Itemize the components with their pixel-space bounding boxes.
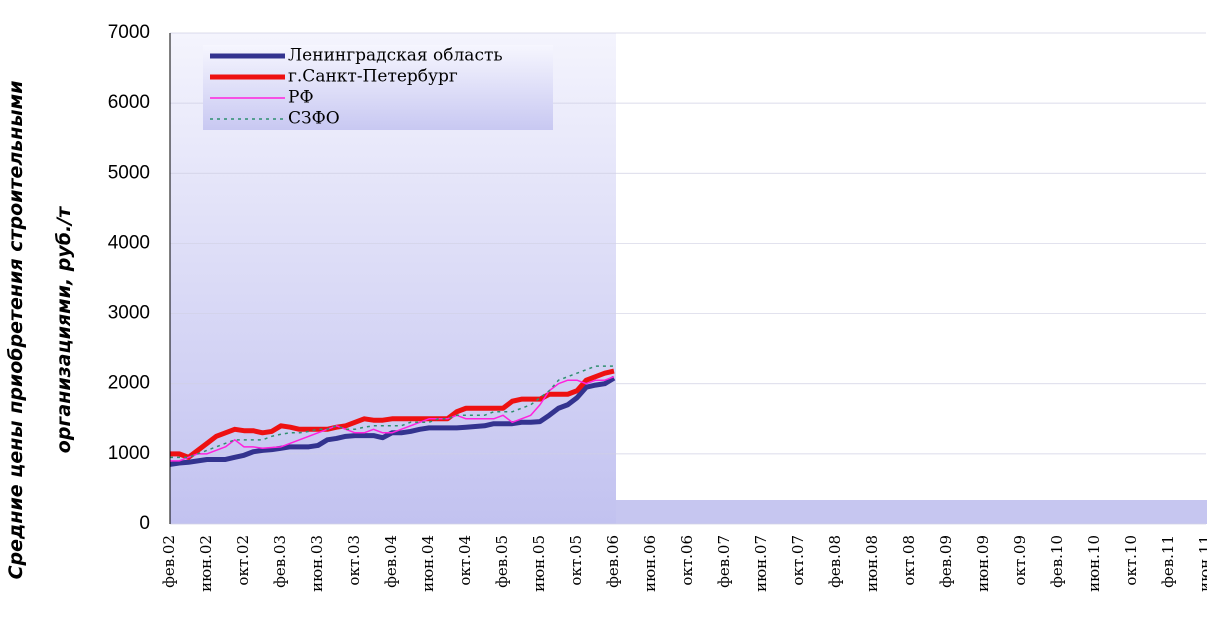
y-tick-label: 3000 [108,303,150,324]
y-tick-label: 5000 [108,162,150,183]
legend-label: Ленинградская область [288,46,503,66]
series-line [170,365,614,459]
legend-label: РФ [288,88,314,108]
x-tick-label: окт.03 [345,535,363,586]
plot-background-right [616,500,1207,524]
x-tick-label: окт.05 [567,535,585,586]
y-axis-label: организациями, руб./т [53,206,75,453]
legend-label: СЗФО [288,109,340,129]
x-tick-label: окт.07 [789,535,807,586]
x-tick-label: июн.11 [1196,535,1207,592]
y-tick-label: 2000 [108,373,150,394]
x-tick-label: июн.09 [974,535,992,592]
x-tick-label: июн.05 [530,535,548,592]
x-tick-label: июн.04 [419,535,437,592]
x-tick-label: фев.05 [493,535,511,588]
x-tick-label: июн.08 [863,535,881,592]
series-line [170,375,615,462]
x-tick-label: фев.02 [160,535,178,588]
x-tick-label: фев.10 [1048,535,1066,588]
legend-label: г.Санкт-Петербург [288,67,458,87]
x-tick-label: фев.09 [937,535,955,588]
series-line [170,368,615,460]
x-tick-label: окт.08 [900,535,918,586]
y-tick-label: 0 [139,513,150,534]
x-tick-label: окт.04 [456,535,474,586]
x-tick-label: июн.06 [641,535,659,592]
x-tick-label: окт.10 [1122,535,1140,586]
y-tick-label: 4000 [108,232,150,253]
x-tick-label: фев.08 [826,535,844,588]
x-tick-label: окт.02 [234,535,252,586]
y-tick-label: 7000 [108,22,150,43]
x-tick-label: фев.11 [1159,535,1177,588]
x-tick-label: фев.06 [604,535,622,588]
x-tick-label: фев.04 [382,535,400,588]
x-tick-label: фев.03 [271,535,289,588]
x-tick-label: июн.07 [752,535,770,592]
x-tick-label: июн.02 [197,535,215,592]
x-tick-label: окт.06 [678,535,696,586]
y-axis-label: Средние цены приобретения строительными [5,81,27,580]
x-tick-label: фев.07 [715,535,733,588]
x-tick-label: июн.10 [1085,535,1103,592]
x-tick-label: июн.03 [308,535,326,592]
x-tick-label: окт.09 [1011,535,1029,586]
y-tick-label: 6000 [108,92,150,113]
legend [203,45,553,130]
y-tick-label: 1000 [108,443,150,464]
